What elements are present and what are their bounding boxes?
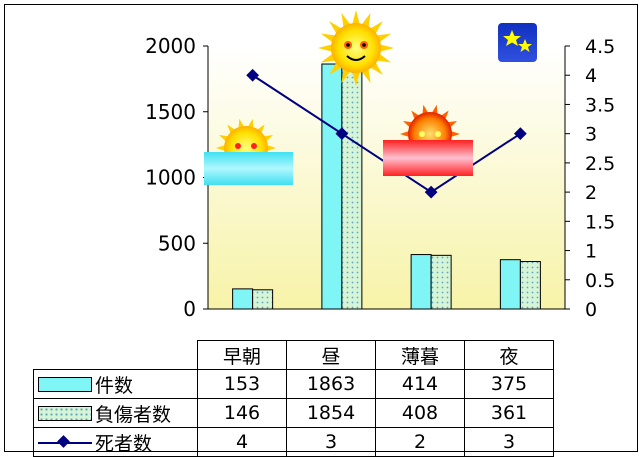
series-label-injured: 負傷者数 [33,398,198,428]
right-tick-label: 3.5 [585,94,615,116]
right-tick-label: 2 [585,182,597,204]
data-table: 早朝 昼 薄暮 夜 件数 153 1863 414 375 負傷者数 146 1… [33,340,554,457]
table-cell: 4 [197,427,287,457]
bar-injured [519,261,541,310]
left-tick-label: 0 [183,297,196,321]
table-cell: 3 [286,427,376,457]
sun-ray [318,43,335,53]
table-cell: 153 [197,369,287,399]
left-tick-label: 500 [158,231,196,255]
bar-cases [232,288,254,310]
deaths-point [335,127,349,141]
table-corner [34,341,198,370]
stars-icon [498,23,537,62]
bar-injured [430,254,452,310]
deaths-point [246,68,259,82]
right-tick-label: 4 [585,65,597,87]
table-cell: 408 [375,398,465,428]
right-tick-label: 0 [585,299,597,321]
bar-series [232,63,541,310]
table-cell: 3 [464,427,554,457]
cases-swatch [38,376,92,392]
sun-ray [377,43,394,53]
left-tick-label: 1000 [145,166,196,190]
left-tick-label: 2000 [145,34,196,58]
deaths-swatch [38,435,92,450]
sun-ray [351,10,361,27]
table-cell: 1854 [286,398,376,428]
table-header-row: 早朝 昼 薄暮 夜 [34,340,554,370]
sun-icon [318,10,394,86]
bar-cases [321,63,343,310]
sunrise-icon [204,118,293,185]
table-row: 死者数 4 3 2 3 [33,427,554,457]
right-tick-label: 1.5 [585,211,615,233]
sunset-icon [383,104,473,176]
right-axis: 0 0.5 1 1.5 2 2.5 3 3.5 4 4.5 [564,36,615,321]
table-category: 昼 [286,340,376,370]
table-row: 負傷者数 146 1854 408 361 [33,398,554,428]
bar-cases [499,259,521,310]
table-cell: 2 [375,427,465,457]
deaths-point [424,185,438,199]
bar-injured [341,64,363,310]
left-tick-label: 1500 [145,100,196,124]
right-tick-label: 4.5 [585,36,615,58]
table-cell: 146 [197,398,287,428]
table-cell: 375 [464,369,554,399]
right-tick-label: 0.5 [585,270,615,292]
table-cell: 414 [375,369,465,399]
table-category: 薄暮 [375,340,465,370]
series-label-deaths: 死者数 [33,427,198,457]
table-category: 早朝 [197,340,287,370]
bar-injured [252,289,274,310]
series-label-cases: 件数 [33,369,198,399]
table-row: 件数 153 1863 414 375 [33,369,554,399]
right-tick-label: 2.5 [585,153,615,175]
left-axis: 0 500 1000 1500 2000 [145,34,565,321]
right-tick-label: 3 [585,124,597,146]
right-tick-label: 1 [585,241,597,263]
sun-ray [351,69,361,86]
bar-cases [410,254,432,310]
table-cell: 1863 [286,369,376,399]
table-category: 夜 [464,340,554,370]
injured-swatch [38,405,92,421]
table-cell: 361 [464,398,554,428]
